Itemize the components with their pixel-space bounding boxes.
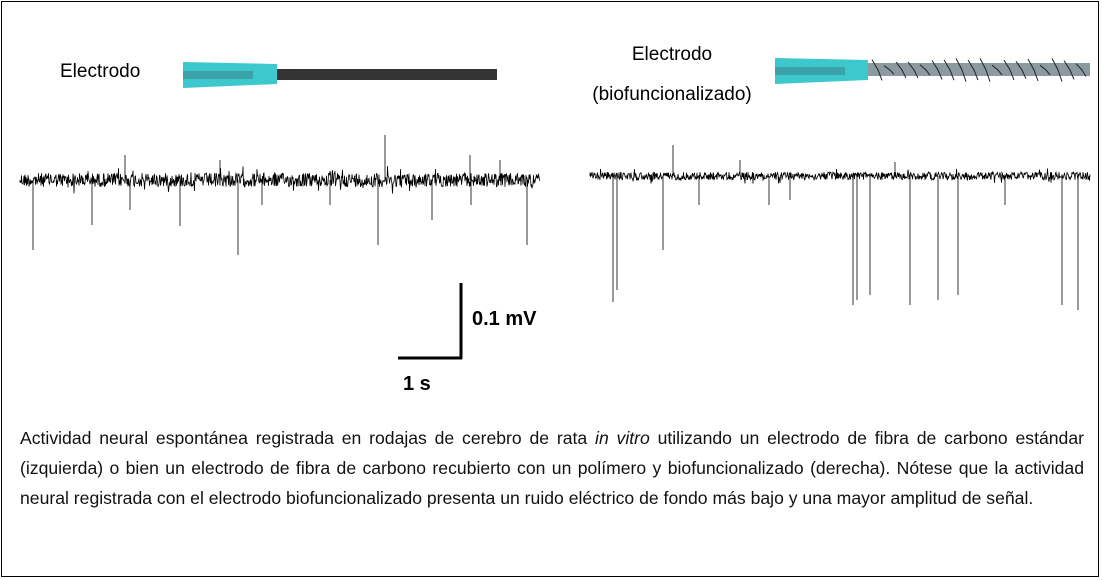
electrode-label: (biofuncionalizado) xyxy=(552,84,792,106)
electrode-biofunctionalized xyxy=(775,58,1090,84)
traces xyxy=(20,135,1090,310)
electrode-label: Electrodo xyxy=(572,44,772,66)
caption: Actividad neural espontánea registrada e… xyxy=(20,423,1084,513)
electrode-standard xyxy=(183,62,497,88)
scale-label: 0.1 mV xyxy=(472,308,536,331)
trace xyxy=(20,166,540,194)
electrode-label: Electrodo xyxy=(60,61,140,83)
trace xyxy=(590,168,1090,183)
caption-italic: in vitro xyxy=(595,428,650,448)
scale-label: 1 s xyxy=(403,373,431,396)
page: {"labels": {"left_electrode": "Electrodo… xyxy=(0,0,1102,580)
caption-text: Actividad neural espontánea registrada e… xyxy=(20,428,595,448)
scale-bar xyxy=(398,283,462,359)
